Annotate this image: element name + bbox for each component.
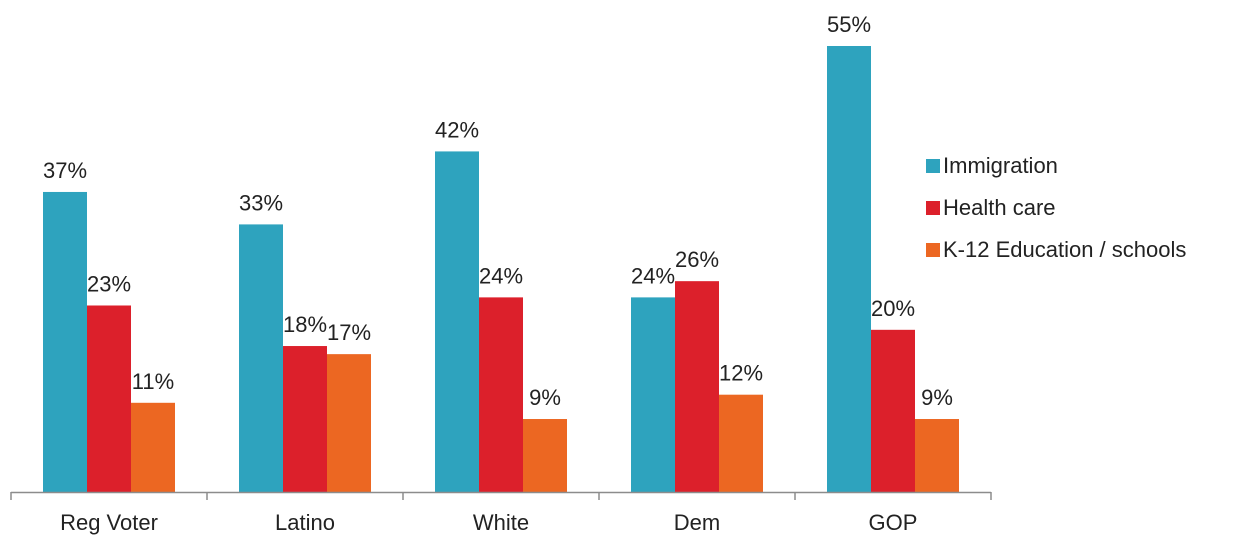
bar-reg-voter-health-care <box>87 305 131 492</box>
data-label-dem-k-12-education-schools: 12% <box>719 361 763 386</box>
data-label-white-immigration: 42% <box>435 117 479 142</box>
legend-label-k-12-education-schools: K-12 Education / schools <box>943 237 1186 262</box>
data-label-reg-voter-immigration: 37% <box>43 158 87 183</box>
x-tick-label-dem: Dem <box>674 510 720 535</box>
data-label-reg-voter-k-12-education-schools: 11% <box>132 369 174 394</box>
bar-dem-k-12-education-schools <box>719 394 763 492</box>
data-label-white-k-12-education-schools: 9% <box>529 385 561 410</box>
bar-latino-immigration <box>239 224 283 492</box>
x-tick-label-white: White <box>473 510 529 535</box>
legend-label-immigration: Immigration <box>943 153 1058 178</box>
bar-latino-health-care <box>283 346 327 492</box>
bar-gop-immigration <box>827 46 871 492</box>
x-tick-label-latino: Latino <box>275 510 335 535</box>
bar-dem-immigration <box>631 297 675 492</box>
x-tick-label-reg-voter: Reg Voter <box>60 510 158 535</box>
data-label-gop-immigration: 55% <box>827 12 871 37</box>
bar-white-k-12-education-schools <box>523 419 567 492</box>
data-label-latino-k-12-education-schools: 17% <box>327 320 371 345</box>
legend-swatch-immigration <box>926 159 940 173</box>
legend-swatch-k-12-education-schools <box>926 243 940 257</box>
data-label-reg-voter-health-care: 23% <box>87 271 131 296</box>
bar-reg-voter-immigration <box>43 191 87 493</box>
legend-swatch-health-care <box>926 201 940 215</box>
bar-reg-voter-k-12-education-schools <box>131 402 175 492</box>
x-tick-label-gop: GOP <box>869 510 918 535</box>
bar-gop-k-12-education-schools <box>915 419 959 492</box>
bar-gop-health-care <box>871 329 915 492</box>
bar-white-immigration <box>435 151 479 492</box>
data-label-dem-health-care: 26% <box>675 247 719 272</box>
data-label-white-health-care: 24% <box>479 263 523 288</box>
data-label-dem-immigration: 24% <box>631 263 675 288</box>
legend-label-health-care: Health care <box>943 195 1056 220</box>
bar-white-health-care <box>479 297 523 492</box>
data-label-gop-k-12-education-schools: 9% <box>921 385 953 410</box>
legend: Immigration Health care K-12 Education / s… <box>926 153 1186 262</box>
bars-group <box>43 46 959 493</box>
bar-dem-health-care <box>675 281 719 492</box>
x-axis: Reg Voter Latino White Dem GOP <box>10 491 992 535</box>
data-label-latino-health-care: 18% <box>283 312 327 337</box>
bar-latino-k-12-education-schools <box>327 354 371 492</box>
data-label-latino-immigration: 33% <box>239 190 283 215</box>
data-labels-group: 37%23%11%33%18% 17%42%24%9%24%26%12%55%20… <box>43 12 953 410</box>
data-label-gop-health-care: 20% <box>871 296 915 321</box>
